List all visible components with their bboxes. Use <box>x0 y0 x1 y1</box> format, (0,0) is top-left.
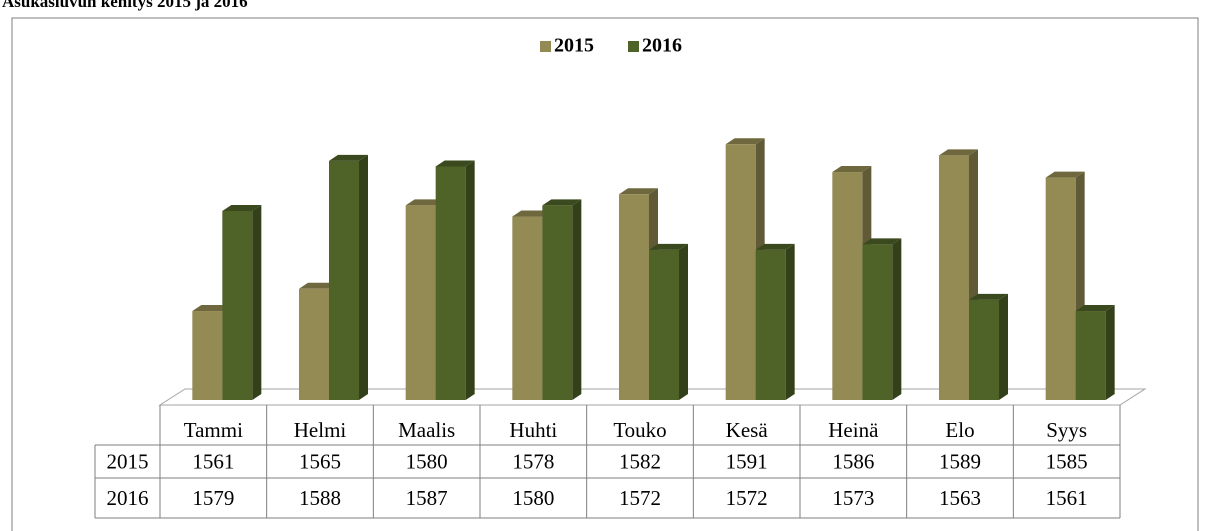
legend-label: 2015 <box>554 35 594 57</box>
table-value: 1586 <box>832 449 874 473</box>
bar <box>862 244 893 400</box>
bar <box>299 288 329 400</box>
bar <box>192 311 223 400</box>
bar-top <box>755 243 795 250</box>
bar-top <box>435 160 475 167</box>
bar-top <box>299 282 338 289</box>
table-value: 1572 <box>619 486 661 510</box>
table-value: 1585 <box>1046 449 1088 473</box>
bar-top <box>725 138 765 145</box>
bar-top <box>832 166 872 173</box>
bar-side <box>679 243 688 400</box>
chart-title: Asukasluvun kehitys 2015 ja 2016 <box>2 0 248 11</box>
bar <box>329 160 359 400</box>
table-row-label: 2016 <box>107 486 149 510</box>
table-value: 1565 <box>299 449 341 473</box>
bar <box>649 249 679 400</box>
table-value: 1580 <box>406 449 448 473</box>
bar <box>969 299 999 400</box>
table-value: 1579 <box>192 486 234 510</box>
bar-side <box>252 204 262 400</box>
x-tick-label: Kesä <box>726 418 769 442</box>
bar-side <box>465 160 475 400</box>
bar <box>725 144 756 400</box>
table-value: 1582 <box>619 449 661 473</box>
bar <box>755 249 786 400</box>
table-value: 1572 <box>726 486 768 510</box>
legend-label: 2016 <box>642 35 682 57</box>
bar <box>435 166 466 400</box>
x-tick-label: Huhti <box>509 418 557 442</box>
bar <box>222 210 253 400</box>
bar-side <box>359 154 368 400</box>
bar <box>542 205 573 400</box>
table-value: 1561 <box>1046 486 1088 510</box>
bar-top <box>862 238 902 245</box>
bar <box>512 216 543 400</box>
bar-top <box>405 199 445 206</box>
bar-top <box>969 293 1008 300</box>
bar-top <box>1075 305 1115 312</box>
bar <box>619 194 649 400</box>
table-value: 1580 <box>512 486 554 510</box>
table-value: 1578 <box>512 449 554 473</box>
table-value: 1591 <box>726 449 768 473</box>
x-tick-label: Helmi <box>294 418 347 442</box>
bar-top <box>329 154 368 161</box>
bar-top <box>222 204 262 211</box>
x-tick-label: Maalis <box>398 418 455 442</box>
bar-top <box>512 210 552 217</box>
bar <box>405 205 436 400</box>
bar-top <box>939 149 978 156</box>
legend-swatch <box>540 41 551 52</box>
bar <box>1045 177 1076 400</box>
table-value: 1589 <box>939 449 981 473</box>
x-tick-label: Touko <box>613 418 666 442</box>
bar-top <box>1045 171 1085 178</box>
bar-top <box>192 305 232 312</box>
table-value: 1588 <box>299 486 341 510</box>
table-value: 1573 <box>832 486 874 510</box>
table-value: 1587 <box>406 486 448 510</box>
legend-swatch <box>628 41 639 52</box>
bar <box>832 172 863 400</box>
chart-frame <box>11 17 1199 531</box>
bar-top <box>649 243 688 250</box>
x-tick-label: Elo <box>945 418 974 442</box>
x-tick-label: Syys <box>1046 418 1087 442</box>
table-value: 1561 <box>192 449 234 473</box>
bar-side <box>785 243 795 400</box>
bar <box>1075 311 1106 400</box>
bar-side <box>892 238 902 400</box>
bar-top <box>619 188 658 195</box>
bar-top <box>542 199 582 206</box>
x-tick-label: Tammi <box>184 418 243 442</box>
bar-side <box>999 293 1008 400</box>
x-tick-label: Heinä <box>828 418 879 442</box>
bar <box>939 155 969 400</box>
table-row-label: 2015 <box>107 449 149 473</box>
bar-side <box>572 199 582 400</box>
bar-side <box>1105 305 1115 400</box>
table-value: 1563 <box>939 486 981 510</box>
